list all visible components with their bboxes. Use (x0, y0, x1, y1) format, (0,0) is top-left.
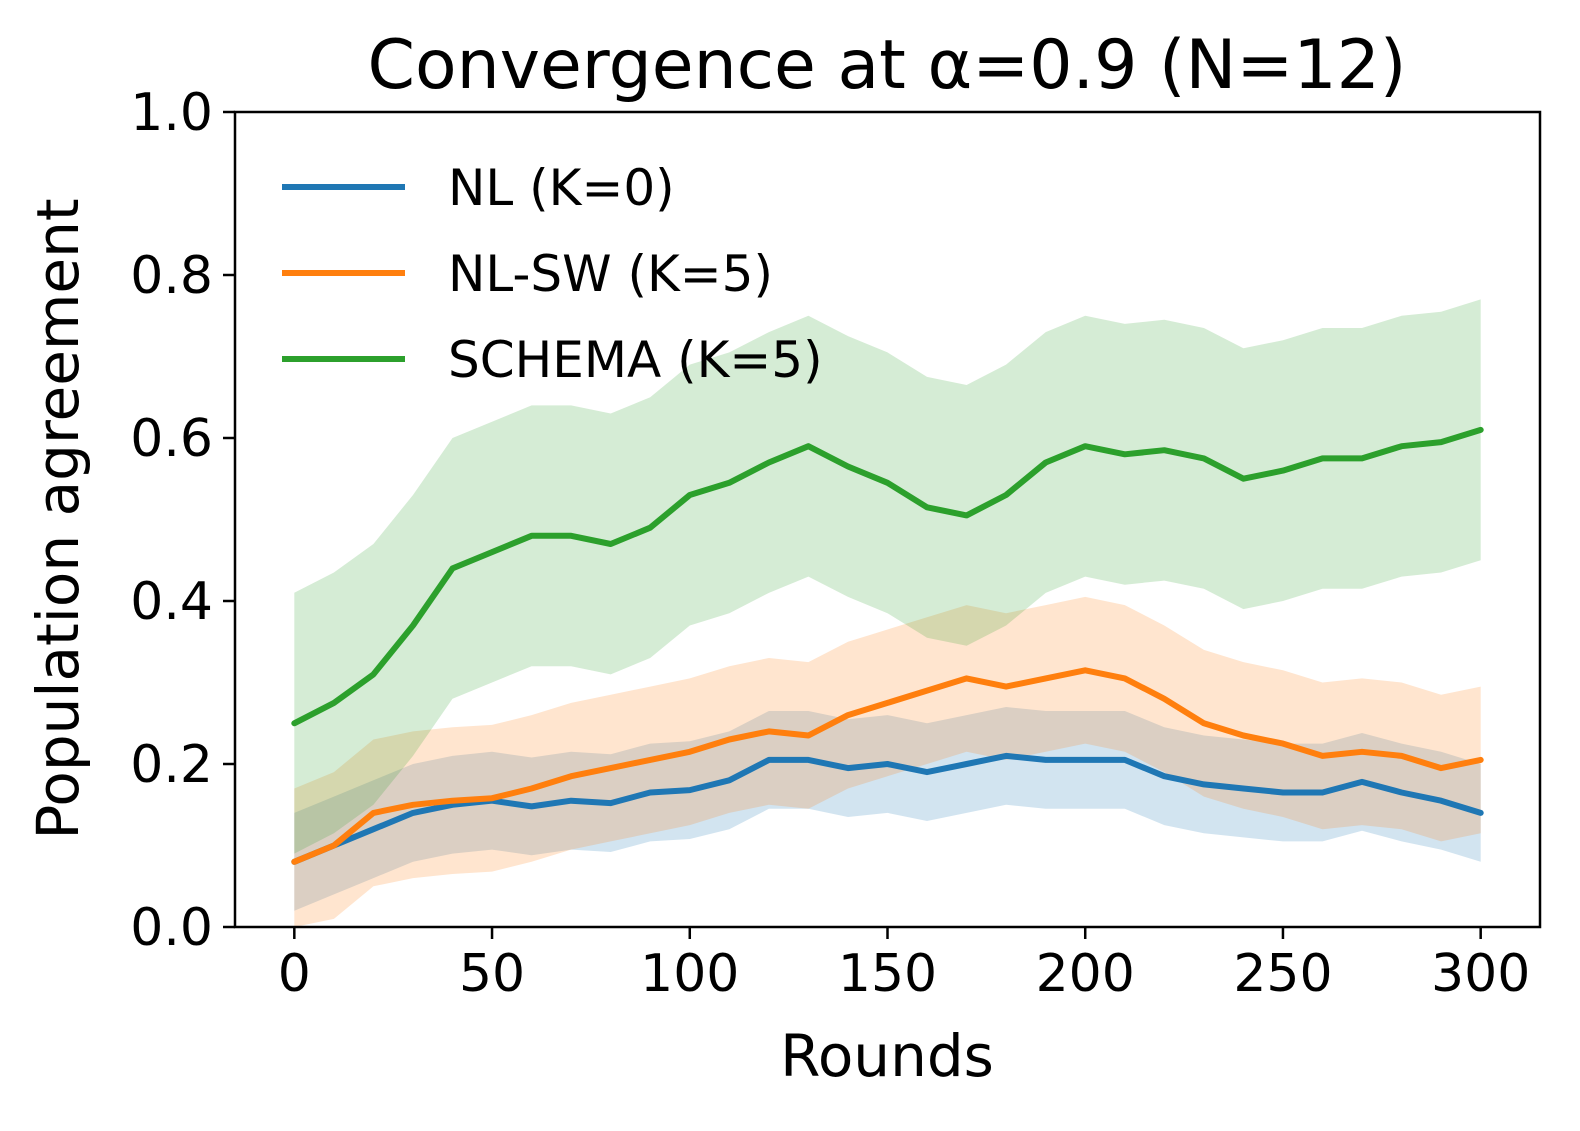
x-tick-label: 300 (1431, 944, 1530, 1004)
y-tick-label: 0.0 (130, 898, 213, 958)
x-tick-label: 0 (278, 944, 311, 1004)
y-tick-label: 0.4 (130, 572, 213, 632)
legend-label-2: SCHEMA (K=5) (448, 331, 823, 389)
legend-label-1: NL-SW (K=5) (448, 245, 773, 303)
x-tick-label: 50 (459, 944, 525, 1004)
line-series-1 (291, 667, 1484, 865)
y-tick-label: 1.0 (130, 83, 213, 143)
x-tick-label: 100 (640, 944, 739, 1004)
y-axis: 0.0 0.2 0.4 0.6 0.8 1.0 (130, 83, 235, 958)
chart-title: Convergence at α=0.9 (N=12) (368, 26, 1407, 105)
y-tick-label: 0.8 (130, 246, 213, 306)
legend-label-0: NL (K=0) (448, 159, 675, 217)
band-series-2 (294, 299, 1481, 854)
line-series-2 (291, 426, 1484, 727)
x-axis-title: Rounds (780, 1022, 994, 1090)
y-axis-title: Population agreement (24, 198, 92, 839)
lines-layer (291, 426, 1484, 865)
band-series-0 (294, 707, 1481, 911)
y-tick-label: 0.6 (130, 409, 213, 469)
y-tick-label: 0.2 (130, 735, 213, 795)
x-axis: 0 50 100 150 200 250 300 (278, 927, 1530, 1004)
x-tick-label: 200 (1036, 944, 1135, 1004)
x-tick-label: 150 (838, 944, 937, 1004)
legend: NL (K=0) NL-SW (K=5) SCHEMA (K=5) (282, 159, 823, 389)
x-tick-label: 250 (1233, 944, 1332, 1004)
